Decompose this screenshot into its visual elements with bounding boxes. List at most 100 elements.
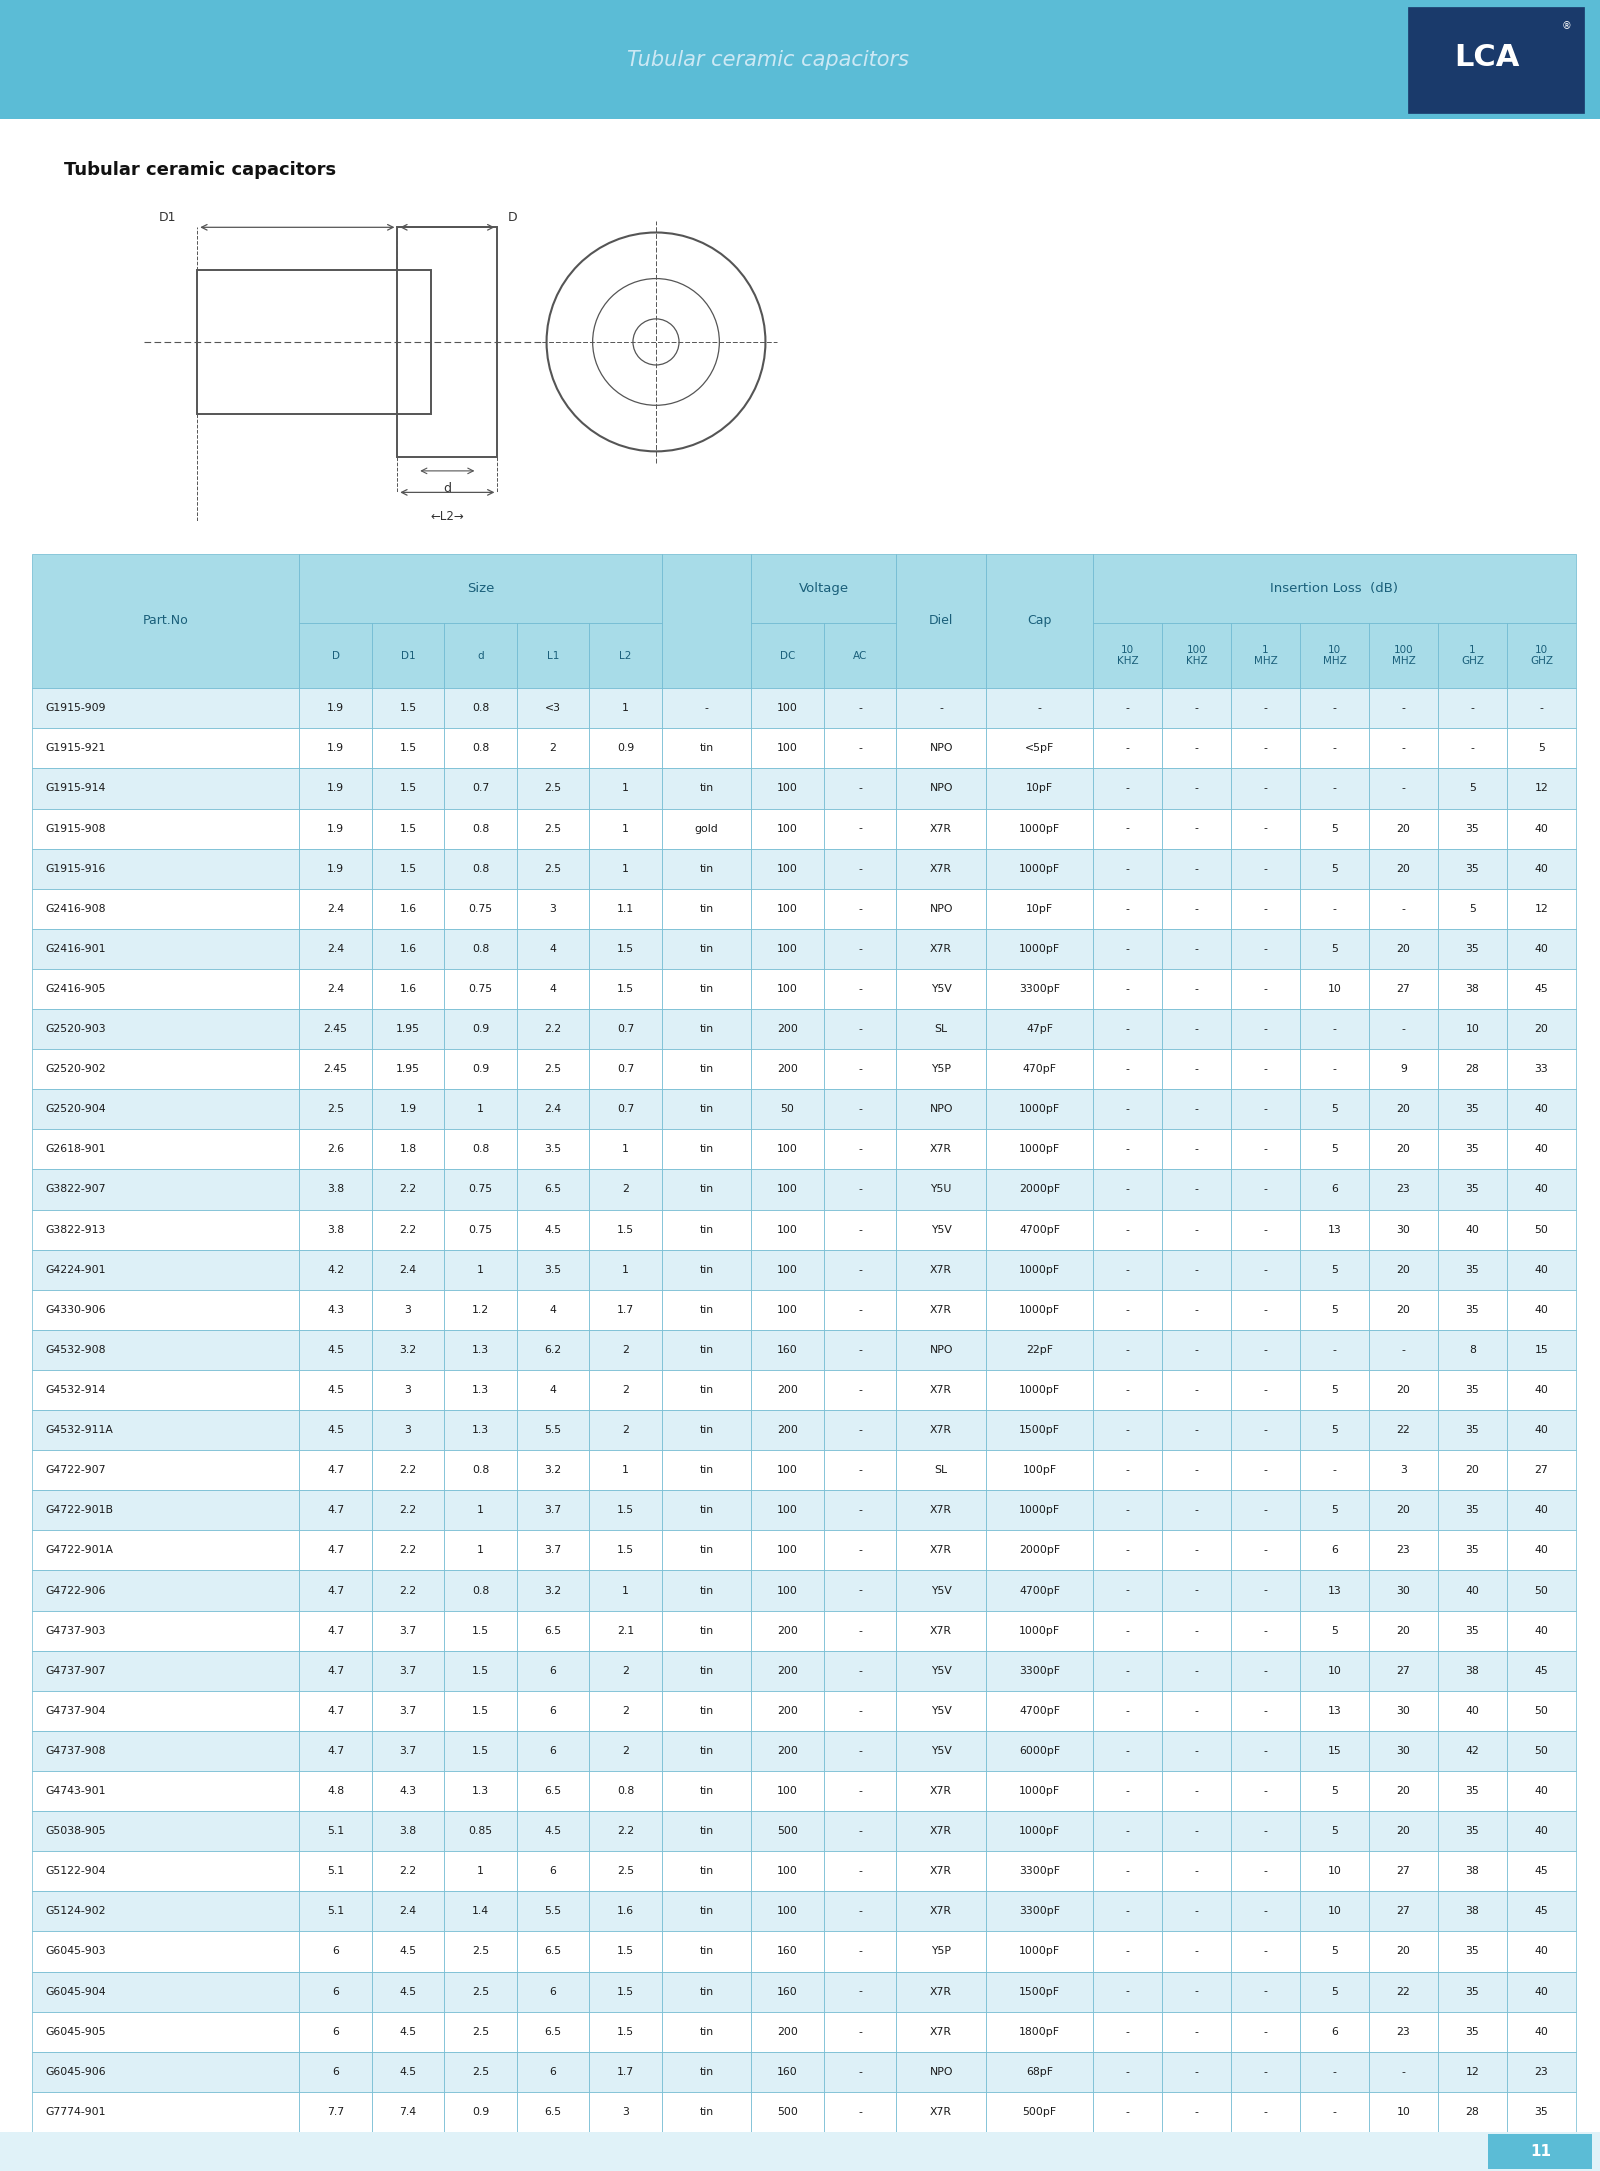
Text: 100: 100 bbox=[778, 742, 798, 753]
Text: Diel: Diel bbox=[930, 614, 954, 627]
Text: 3.5: 3.5 bbox=[544, 1266, 562, 1274]
Text: 1.6: 1.6 bbox=[400, 983, 416, 994]
Text: 1.6: 1.6 bbox=[400, 903, 416, 914]
Text: 2.2: 2.2 bbox=[400, 1505, 416, 1515]
Text: 15: 15 bbox=[1534, 1344, 1549, 1355]
Text: -: - bbox=[1264, 983, 1267, 994]
Text: 500: 500 bbox=[778, 2106, 798, 2117]
Text: -: - bbox=[858, 1947, 862, 1956]
Text: 27: 27 bbox=[1397, 1906, 1410, 1917]
Text: -: - bbox=[1195, 1665, 1198, 1676]
Text: 2.5: 2.5 bbox=[544, 784, 562, 792]
Text: X7R: X7R bbox=[930, 1266, 952, 1274]
Text: 42: 42 bbox=[1466, 1745, 1480, 1756]
Text: 50: 50 bbox=[781, 1105, 795, 1114]
Text: -: - bbox=[1264, 2067, 1267, 2078]
Text: 1.9: 1.9 bbox=[326, 864, 344, 873]
Text: 100: 100 bbox=[778, 1144, 798, 1155]
Text: 2: 2 bbox=[622, 1185, 629, 1194]
Text: 38: 38 bbox=[1466, 1906, 1480, 1917]
Text: 0.8: 0.8 bbox=[472, 1585, 490, 1596]
Text: -: - bbox=[1125, 2067, 1130, 2078]
Text: X7R: X7R bbox=[930, 1144, 952, 1155]
Text: D: D bbox=[331, 651, 339, 660]
Text: 1: 1 bbox=[477, 1505, 483, 1515]
Text: -: - bbox=[858, 742, 862, 753]
Text: -: - bbox=[1125, 1465, 1130, 1476]
Text: 4.5: 4.5 bbox=[400, 2028, 416, 2036]
Text: -: - bbox=[1125, 1826, 1130, 1837]
Text: -: - bbox=[858, 703, 862, 714]
Text: 28: 28 bbox=[1466, 1064, 1480, 1075]
Text: ← L1 →: ← L1 → bbox=[326, 556, 368, 569]
Text: 23: 23 bbox=[1397, 1185, 1410, 1194]
Text: 5: 5 bbox=[1331, 1787, 1338, 1795]
Text: 4: 4 bbox=[549, 1385, 557, 1396]
Text: 1.5: 1.5 bbox=[618, 1947, 634, 1956]
Text: -: - bbox=[1125, 1144, 1130, 1155]
Text: 100: 100 bbox=[778, 1224, 798, 1235]
Text: -: - bbox=[1402, 2067, 1405, 2078]
Text: 0.85: 0.85 bbox=[469, 1826, 493, 1837]
Text: 3: 3 bbox=[405, 1424, 411, 1435]
Text: 1: 1 bbox=[622, 823, 629, 834]
Text: -: - bbox=[858, 1025, 862, 1033]
Text: G2520-904: G2520-904 bbox=[45, 1105, 106, 1114]
Text: 4.7: 4.7 bbox=[326, 1505, 344, 1515]
Text: X7R: X7R bbox=[930, 1424, 952, 1435]
Text: 2.6: 2.6 bbox=[326, 1144, 344, 1155]
Text: 27: 27 bbox=[1534, 1465, 1549, 1476]
Text: 40: 40 bbox=[1534, 944, 1549, 953]
Text: 0.9: 0.9 bbox=[472, 2106, 490, 2117]
Text: G4532-911A: G4532-911A bbox=[45, 1424, 114, 1435]
Text: 1.6: 1.6 bbox=[618, 1906, 634, 1917]
Text: -: - bbox=[858, 1986, 862, 1997]
Text: 3.2: 3.2 bbox=[544, 1465, 562, 1476]
Text: 5: 5 bbox=[1331, 1144, 1338, 1155]
Text: 2.2: 2.2 bbox=[400, 1224, 416, 1235]
Text: -: - bbox=[1264, 1505, 1267, 1515]
Text: 20: 20 bbox=[1397, 1266, 1411, 1274]
Text: 6: 6 bbox=[1331, 2028, 1338, 2036]
Text: 3300pF: 3300pF bbox=[1019, 1906, 1059, 1917]
Text: -: - bbox=[1125, 784, 1130, 792]
Text: 1.3: 1.3 bbox=[472, 1385, 490, 1396]
Text: 4.7: 4.7 bbox=[326, 1745, 344, 1756]
Text: 38: 38 bbox=[1466, 1665, 1480, 1676]
Text: 2000pF: 2000pF bbox=[1019, 1185, 1061, 1194]
Text: 20: 20 bbox=[1397, 1626, 1411, 1635]
Text: G5038-905: G5038-905 bbox=[45, 1826, 106, 1837]
Text: D1: D1 bbox=[400, 651, 416, 660]
Text: 10: 10 bbox=[1328, 1665, 1341, 1676]
Text: X7R: X7R bbox=[930, 1505, 952, 1515]
Text: 47pF: 47pF bbox=[1026, 1025, 1053, 1033]
Text: AC: AC bbox=[853, 651, 867, 660]
Text: 13: 13 bbox=[1328, 1706, 1341, 1715]
Text: 2.2: 2.2 bbox=[400, 1465, 416, 1476]
Text: 3.8: 3.8 bbox=[326, 1224, 344, 1235]
Text: 30: 30 bbox=[1397, 1224, 1411, 1235]
Text: 3300pF: 3300pF bbox=[1019, 1665, 1059, 1676]
Text: -: - bbox=[1195, 1266, 1198, 1274]
Text: 1000pF: 1000pF bbox=[1019, 1105, 1061, 1114]
Text: 45: 45 bbox=[1534, 1906, 1549, 1917]
Text: G6045-903: G6045-903 bbox=[45, 1947, 106, 1956]
Text: -: - bbox=[858, 1906, 862, 1917]
Text: 50: 50 bbox=[1534, 1585, 1549, 1596]
Text: 50: 50 bbox=[1534, 1745, 1549, 1756]
Text: -: - bbox=[1125, 1787, 1130, 1795]
Text: -: - bbox=[1195, 1585, 1198, 1596]
Text: -: - bbox=[1264, 1344, 1267, 1355]
Text: -: - bbox=[1264, 1025, 1267, 1033]
Text: tin: tin bbox=[699, 1826, 714, 1837]
Text: 20: 20 bbox=[1397, 1787, 1411, 1795]
Text: 1.9: 1.9 bbox=[326, 703, 344, 714]
Text: 22pF: 22pF bbox=[1026, 1344, 1053, 1355]
Text: Y5V: Y5V bbox=[931, 983, 952, 994]
Text: 200: 200 bbox=[778, 1424, 798, 1435]
Text: -: - bbox=[1195, 864, 1198, 873]
Text: 40: 40 bbox=[1534, 1144, 1549, 1155]
Text: Y5P: Y5P bbox=[931, 1947, 950, 1956]
Text: X7R: X7R bbox=[930, 2106, 952, 2117]
Text: -: - bbox=[1264, 2028, 1267, 2036]
